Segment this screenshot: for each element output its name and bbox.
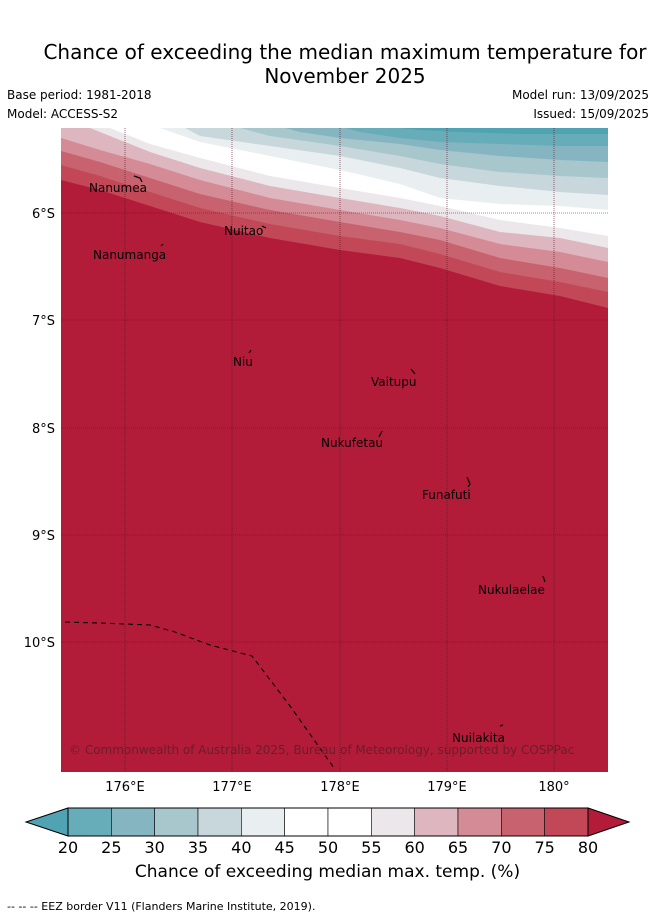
- model-run: Model run: 13/09/2025: [511, 88, 649, 102]
- lat-tick-7s: 7°S: [32, 314, 55, 329]
- place-label-nukulaelae: Nukulaelae: [478, 583, 545, 597]
- title-line-1: Chance of exceeding the median maximum t…: [43, 40, 647, 64]
- colorbar-tick-label: 50: [318, 838, 338, 857]
- probability-contours: [61, 128, 608, 308]
- colorbar-segment: [67, 807, 112, 837]
- island-funafuti-shape: [466, 476, 471, 488]
- colorbar-segment: [327, 807, 372, 837]
- island-niu-shape: [248, 349, 252, 354]
- colorbar-tick-label: 30: [144, 838, 164, 857]
- lon-tick-179e: 179°E: [427, 780, 467, 795]
- island-nukufetau-shape: [378, 430, 383, 438]
- lat-tick-9s: 9°S: [32, 529, 55, 544]
- forecast-map: Nanumea Nuitao Nanumanga Niu Vaitupu Nuk…: [24, 128, 631, 857]
- longitude-axis: 176°E 177°E 178°E 179°E 180°: [105, 780, 569, 795]
- colorbar-tick-label: 35: [188, 838, 208, 857]
- island-nuilakita-shape: [499, 724, 504, 727]
- colorbar-high-extension: [587, 807, 631, 837]
- lat-tick-8s: 8°S: [32, 422, 55, 437]
- colorbar-ticks: 20 25 30 35 40 45 50 55 60 65 70 75 80: [58, 838, 598, 857]
- title-line-2: November 2025: [264, 64, 426, 88]
- place-label-nuilakita: Nuilakita: [452, 731, 505, 745]
- colorbar-tick-label: 75: [534, 838, 554, 857]
- island-nanumanga-shape: [160, 243, 164, 247]
- colorbar-tick-label: 40: [231, 838, 251, 857]
- colorbar-tick-label: 55: [361, 838, 381, 857]
- map-title: Chance of exceeding the median maximum t…: [0, 40, 655, 88]
- island-nanumea-shape: [133, 175, 143, 183]
- colorbar-segment: [197, 807, 242, 837]
- island-nuitao-shape: [261, 225, 267, 229]
- colorbar-segment: [544, 807, 589, 837]
- colorbar-frame: [67, 807, 589, 837]
- copyright-notice: © Commonwealth of Australia 2025, Bureau…: [69, 743, 574, 757]
- lon-tick-177e: 177°E: [212, 780, 252, 795]
- colorbar-tick-label: 45: [274, 838, 294, 857]
- lon-tick-176e: 176°E: [105, 780, 145, 795]
- colorbar-segment: [111, 807, 155, 837]
- lat-tick-10s: 10°S: [24, 636, 55, 651]
- colorbar-segment: [457, 807, 502, 837]
- colorbar-segment: [414, 807, 459, 837]
- place-label-niu: Niu: [233, 355, 253, 369]
- base-period: Base period: 1981-2018: [7, 88, 152, 102]
- place-label-nukufetau: Nukufetau: [321, 436, 383, 450]
- colorbar-segment: [284, 807, 329, 837]
- graticule: [61, 128, 608, 772]
- map-area: Nanumea Nuitao Nanumanga Niu Vaitupu Nuk…: [61, 128, 608, 772]
- colorbar-segment: [154, 807, 199, 837]
- island-shapes: [133, 175, 546, 727]
- colorbar-segments: [67, 807, 589, 837]
- place-label-nanumanga: Nanumanga: [93, 248, 166, 262]
- lat-tick-6s: 6°S: [32, 207, 55, 222]
- colorbar-title: Chance of exceeding median max. temp. (%…: [134, 862, 521, 882]
- contour-under-20: [400, 128, 608, 134]
- place-label-nanumea: Nanumea: [89, 181, 147, 195]
- lon-tick-180: 180°: [538, 780, 569, 795]
- colorbar-tick-label: 65: [448, 838, 468, 857]
- colorbar-low-extension: [24, 807, 69, 837]
- lon-tick-178e: 178°E: [320, 780, 360, 795]
- place-label-vaitupu: Vaitupu: [371, 375, 417, 389]
- place-label-funafuti: Funafuti: [422, 488, 471, 502]
- island-vaitupu-shape: [410, 368, 416, 375]
- colorbar-segment: [501, 807, 545, 837]
- colorbar-tick-label: 80: [578, 838, 598, 857]
- colorbar-tick-label: 70: [491, 838, 511, 857]
- latitude-axis: 6°S 7°S 8°S 9°S 10°S: [24, 207, 55, 651]
- colorbar-tick-label: 20: [58, 838, 78, 857]
- island-nukulaelae-shape: [542, 575, 546, 583]
- eez-footnote: -- -- -- EEZ border V11 (Flanders Marine…: [7, 900, 316, 913]
- issued-date: Issued: 15/09/2025: [533, 107, 649, 121]
- eez-border: [64, 621, 335, 769]
- colorbar: 20 25 30 35 40 45 50 55 60 65 70 75 80: [24, 807, 631, 857]
- colorbar-tick-label: 25: [101, 838, 121, 857]
- model-name: Model: ACCESS-S2: [7, 107, 119, 121]
- place-label-nuitao: Nuitao: [224, 224, 263, 238]
- colorbar-segment: [371, 807, 415, 837]
- colorbar-tick-label: 60: [404, 838, 424, 857]
- colorbar-segment: [241, 807, 285, 837]
